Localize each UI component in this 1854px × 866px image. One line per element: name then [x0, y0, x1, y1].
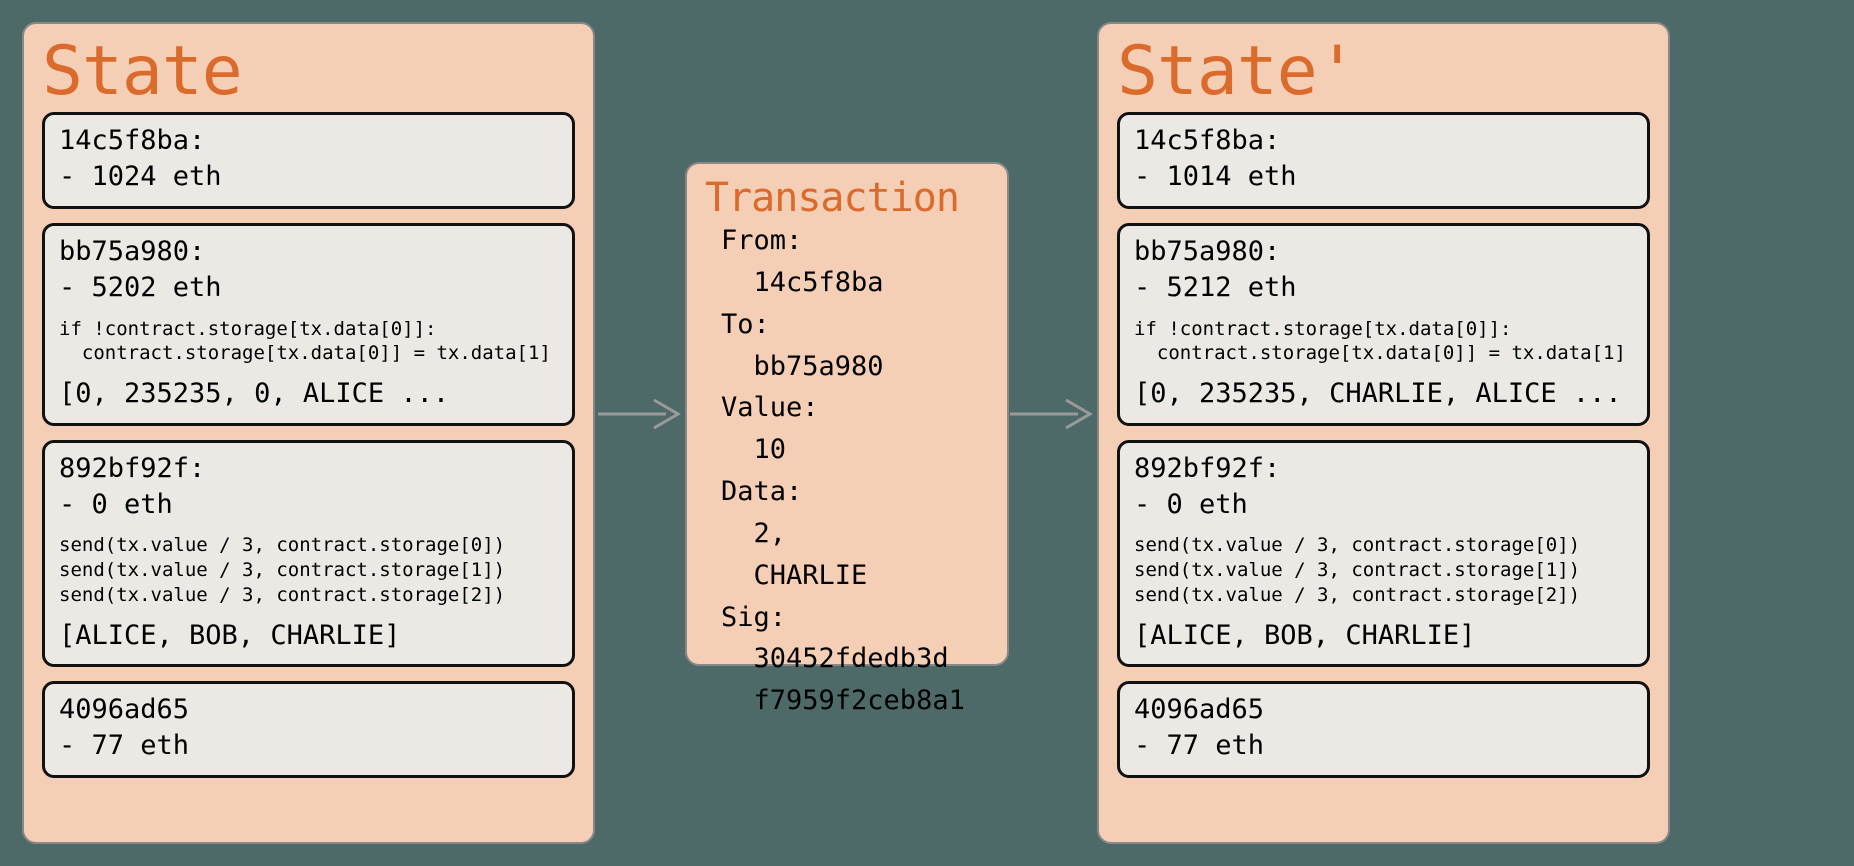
- account-balance: - 5212 eth: [1134, 270, 1633, 306]
- account-addr: 4096ad65: [59, 692, 558, 728]
- account-box: 4096ad65 - 77 eth: [1117, 681, 1650, 778]
- account-balance: - 1024 eth: [59, 159, 558, 195]
- arrow-icon: [1010, 394, 1098, 434]
- transaction-panel: Transaction From: 14c5f8ba To: bb75a980 …: [685, 162, 1009, 666]
- account-balance: - 0 eth: [59, 487, 558, 523]
- account-storage: [ALICE, BOB, CHARLIE]: [1134, 618, 1633, 654]
- account-box: 14c5f8ba: - 1024 eth: [42, 112, 575, 209]
- account-box: 14c5f8ba: - 1014 eth: [1117, 112, 1650, 209]
- account-box: 892bf92f: - 0 eth send(tx.value / 3, con…: [42, 440, 575, 667]
- state-prime-title: State': [1117, 38, 1650, 106]
- account-storage: [0, 235235, CHARLIE, ALICE ...: [1134, 376, 1633, 412]
- account-box: bb75a980: - 5212 eth if !contract.storag…: [1117, 223, 1650, 426]
- account-code: if !contract.storage[tx.data[0]]: contra…: [59, 317, 558, 366]
- account-addr: 892bf92f:: [1134, 451, 1633, 487]
- account-addr: 14c5f8ba:: [1134, 123, 1633, 159]
- account-addr: bb75a980:: [1134, 234, 1633, 270]
- account-addr: 4096ad65: [1134, 692, 1633, 728]
- account-balance: - 77 eth: [1134, 728, 1633, 764]
- account-box: 4096ad65 - 77 eth: [42, 681, 575, 778]
- account-addr: 14c5f8ba:: [59, 123, 558, 159]
- account-addr: bb75a980:: [59, 234, 558, 270]
- account-balance: - 5202 eth: [59, 270, 558, 306]
- account-balance: - 1014 eth: [1134, 159, 1633, 195]
- account-code: send(tx.value / 3, contract.storage[0]) …: [59, 533, 558, 607]
- state-prime-panel: State' 14c5f8ba: - 1014 eth bb75a980: - …: [1097, 22, 1670, 844]
- account-storage: [0, 235235, 0, ALICE ...: [59, 376, 558, 412]
- state-panel: State 14c5f8ba: - 1024 eth bb75a980: - 5…: [22, 22, 595, 844]
- arrow-icon: [598, 394, 686, 434]
- state-title: State: [42, 38, 575, 106]
- account-balance: - 0 eth: [1134, 487, 1633, 523]
- account-storage: [ALICE, BOB, CHARLIE]: [59, 618, 558, 654]
- account-box: bb75a980: - 5202 eth if !contract.storag…: [42, 223, 575, 426]
- transaction-body: From: 14c5f8ba To: bb75a980 Value: 10 Da…: [705, 220, 989, 722]
- account-balance: - 77 eth: [59, 728, 558, 764]
- account-code: if !contract.storage[tx.data[0]]: contra…: [1134, 317, 1633, 366]
- account-box: 892bf92f: - 0 eth send(tx.value / 3, con…: [1117, 440, 1650, 667]
- account-code: send(tx.value / 3, contract.storage[0]) …: [1134, 533, 1633, 607]
- account-addr: 892bf92f:: [59, 451, 558, 487]
- transaction-title: Transaction: [705, 178, 989, 218]
